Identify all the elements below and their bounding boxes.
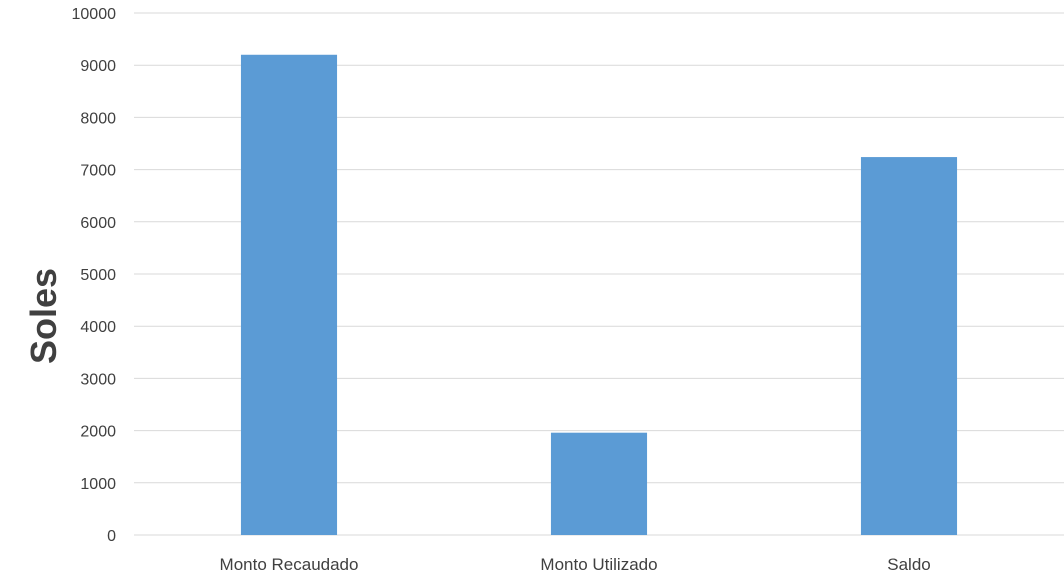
y-tick-label: 0: [107, 528, 116, 545]
y-tick-label: 1000: [80, 476, 116, 493]
y-tick-label: 4000: [80, 319, 116, 336]
y-tick-label: 3000: [80, 371, 116, 388]
y-axis-ticks: 0 1000 2000 3000 4000 5000 6000 7000 8000 9000 100…: [72, 6, 117, 545]
bars: [240, 54, 958, 535]
bar-saldo: [860, 157, 958, 535]
y-axis-title: Soles: [23, 268, 64, 364]
bar-monto-utilizado: [550, 432, 648, 535]
y-tick-label: 10000: [72, 6, 117, 23]
y-tick-label: 5000: [80, 267, 116, 284]
x-tick-label: Monto Recaudado: [220, 555, 359, 574]
y-tick-label: 8000: [80, 110, 116, 127]
x-tick-label: Monto Utilizado: [540, 555, 657, 574]
y-tick-label: 6000: [80, 215, 116, 232]
y-tick-label: 2000: [80, 424, 116, 441]
y-tick-label: 9000: [80, 58, 116, 75]
x-tick-label: Saldo: [887, 555, 930, 574]
bar-monto-recaudado: [240, 54, 338, 535]
x-axis-ticks: Monto Recaudado Monto Utilizado Saldo: [220, 555, 931, 574]
y-tick-label: 7000: [80, 163, 116, 180]
